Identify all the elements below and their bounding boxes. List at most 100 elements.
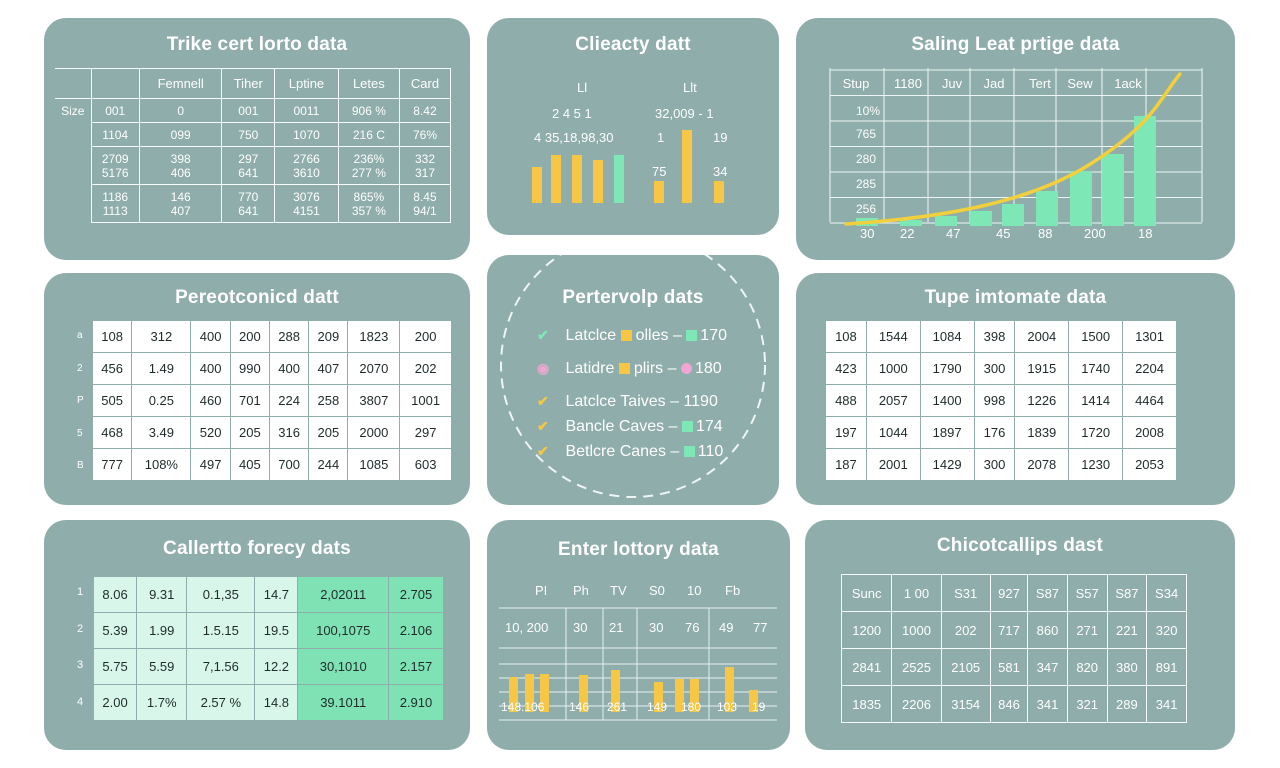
legend-value: 170 <box>700 327 727 344</box>
x-axis-label: 18 <box>1138 226 1153 241</box>
table-cell: 312 <box>131 320 192 353</box>
table-cell: 8.06 <box>92 576 138 613</box>
header-cell: Lptine <box>274 68 339 99</box>
row-label: B <box>77 460 84 471</box>
row-label: a <box>77 330 83 341</box>
table-cell <box>55 146 92 185</box>
bar <box>749 690 758 712</box>
bar <box>900 220 922 226</box>
bar <box>714 181 724 203</box>
data-table: 108 312 400 200 288 209 1823 200 456 1.49 400 990 40… <box>91 320 452 481</box>
table-cell: 891 <box>1146 648 1187 686</box>
x-axis-label: 103 <box>717 700 738 714</box>
row-label: P <box>77 395 84 406</box>
table-cell: 400 <box>190 320 231 353</box>
table-cell: 1429 <box>919 448 975 481</box>
x-axis-label: 180 <box>681 700 702 714</box>
bar <box>935 216 957 226</box>
value-cell: 30 <box>649 620 664 635</box>
table-cell: 1.99 <box>136 612 188 649</box>
header-cell <box>90 68 140 99</box>
color-swatch <box>683 446 695 457</box>
table-cell: 2008 <box>1122 416 1177 449</box>
x-axis-label: 149 <box>647 700 668 714</box>
table-row: 2709 5176 398 406 297 641 2766 3610 236% 277 % 332… <box>55 146 452 185</box>
table-cell: 316 <box>268 416 310 449</box>
table-cell: 488 <box>825 384 867 417</box>
panel-title: Saling Leat prtige data <box>911 34 1120 55</box>
table-cell: 258 <box>308 384 349 417</box>
table-cell: 2078 <box>1014 448 1070 481</box>
table-cell: 405 <box>229 448 270 481</box>
table-row: 5.75 5.59 7,1.56 12.2 30,1010 2.157 <box>92 648 445 685</box>
legend-value: 1190 <box>683 393 718 410</box>
table-cell: 2.57 % <box>186 684 256 721</box>
table-cell: 423 <box>825 352 867 385</box>
table-cell: 380 <box>1106 648 1148 686</box>
table-cell: 099 <box>138 122 223 147</box>
bar <box>593 160 603 203</box>
panel-title: Callertto forecy dats <box>163 538 351 559</box>
row-label: 2 <box>77 622 84 635</box>
panel-title: Trike cert lorto data <box>166 34 348 55</box>
table-cell: 1226 <box>1014 384 1070 417</box>
table-cell: 1897 <box>919 416 975 449</box>
table-cell: 2206 <box>891 685 942 723</box>
table-row: 423 1000 1790 300 1915 1740 2204 <box>825 352 1177 385</box>
value-cell: 10, 200 <box>505 620 549 635</box>
legend-label: Betlcre Canes – <box>561 443 684 460</box>
table-cell: 14.7 <box>254 576 299 613</box>
table-cell: 717 <box>989 611 1029 649</box>
legend-value: 110 <box>697 443 724 460</box>
table-cell: 2070 <box>347 352 401 385</box>
table-cell: 2766 3610 <box>274 146 339 185</box>
table-cell: 216 C <box>337 122 400 147</box>
table-cell: 2841 <box>840 648 893 686</box>
data-table: Femnell Tiher Lptine Letes Card Size 001 0 001 00… <box>55 68 452 223</box>
value-row: 2 4 5 1 <box>552 106 592 121</box>
table-cell: 108% <box>131 448 192 481</box>
table-cell: 1915 <box>1014 352 1070 385</box>
column-header: Fb <box>725 583 741 598</box>
bar <box>572 155 582 203</box>
table-cell: S34 <box>1146 574 1187 612</box>
dashed-circle <box>500 255 766 498</box>
x-axis-label: 146 <box>569 700 590 714</box>
table-cell: 2.106 <box>387 612 445 649</box>
table-cell: 2525 <box>891 648 942 686</box>
value-cell: 30 <box>573 620 588 635</box>
table-cell: 998 <box>973 384 1016 417</box>
table-cell: 3807 <box>347 384 401 417</box>
value-cell: 21 <box>609 620 624 635</box>
column-header: Tert <box>1029 76 1051 91</box>
table-cell: 1839 <box>1014 416 1070 449</box>
bar <box>1134 116 1156 226</box>
table-row: 468 3.49 520 205 316 205 2000 297 <box>91 416 452 449</box>
panel-chicotcallips-data: Chicotcallips dast Sunc 1 00 S31 927 S87 S57 S… <box>805 520 1235 750</box>
header-cell: Letes <box>337 68 400 99</box>
check-icon: ✔ <box>537 418 549 434</box>
x-axis-label: 88 <box>1038 226 1053 241</box>
y-axis-label: 285 <box>856 177 877 191</box>
table-cell: 9.31 <box>136 576 188 613</box>
bar <box>525 674 534 712</box>
table-row: 1200 1000 202 717 860 271 221 320 <box>840 611 1187 649</box>
bar <box>611 670 620 712</box>
table-cell: 770 641 <box>221 184 276 223</box>
panel-trike-cert-data: Trike cert lorto data Femnell Tiher Lptine… <box>44 18 470 260</box>
table-cell: 2204 <box>1122 352 1177 385</box>
x-axis-label: 19 <box>752 700 766 714</box>
panel-title: Tupe imtomate data <box>924 287 1107 308</box>
table-cell: 701 <box>229 384 270 417</box>
table-cell: 300 <box>973 448 1016 481</box>
table-cell: 407 <box>308 352 349 385</box>
column-header: S0 <box>649 583 665 598</box>
table-cell: 2,02011 <box>297 576 389 613</box>
bar <box>1102 154 1124 226</box>
table-row: 1835 2206 3154 846 341 321 289 341 <box>840 685 1187 723</box>
table-cell: 456 <box>91 352 133 385</box>
table-cell: 271 <box>1066 611 1108 649</box>
x-axis-label: 47 <box>946 226 961 241</box>
data-table: 108 1544 1084 398 2004 1500 1301 423 1000 1790 300… <box>825 320 1177 481</box>
header-cell: Card <box>398 68 452 99</box>
